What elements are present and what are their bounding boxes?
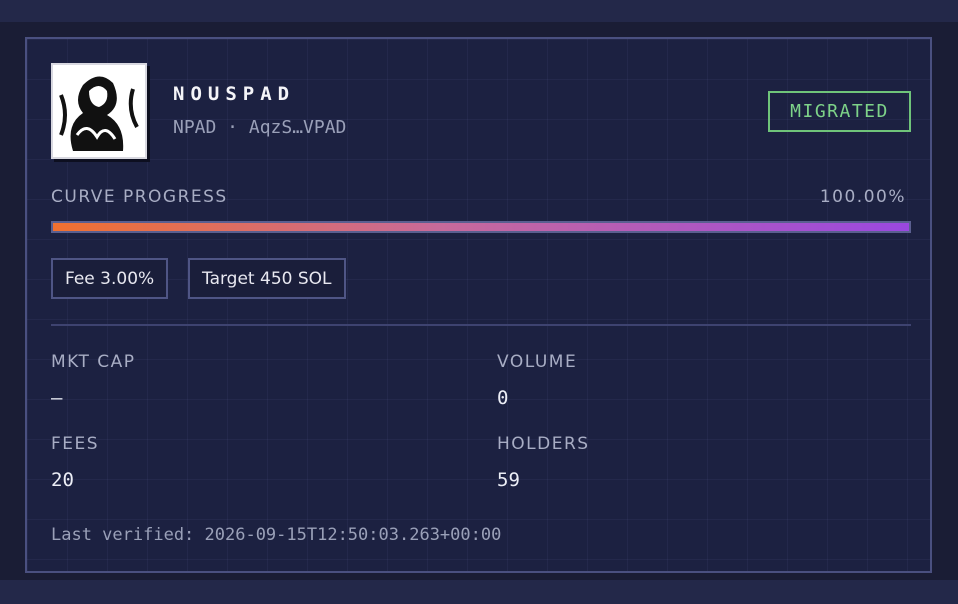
chip: Fee 3.00% bbox=[51, 258, 169, 299]
stat-label: HOLDERS bbox=[497, 434, 590, 454]
stat-value: 20 bbox=[51, 469, 74, 491]
progress-label: CURVE PROGRESS bbox=[51, 187, 228, 207]
progress-fill bbox=[53, 223, 909, 231]
stat-value: — bbox=[51, 387, 63, 409]
stat-label: VOLUME bbox=[497, 352, 578, 372]
token-card: NOUSPAD NPAD · AqzS…VPAD MIGRATED CURVE … bbox=[25, 37, 932, 573]
last-verified: Last verified: 2026-09-15T12:50:03.263+0… bbox=[51, 525, 502, 545]
stat-value: 0 bbox=[497, 387, 509, 409]
status-badge: MIGRATED bbox=[768, 91, 911, 132]
token-name: NOUSPAD bbox=[173, 83, 296, 105]
token-avatar bbox=[51, 63, 147, 159]
stat-label: MKT CAP bbox=[51, 352, 136, 372]
background-art bbox=[0, 0, 958, 22]
stat-value: 59 bbox=[497, 469, 520, 491]
background-art bbox=[0, 580, 958, 604]
divider bbox=[51, 324, 911, 326]
token-subtitle: NPAD · AqzS…VPAD bbox=[173, 117, 347, 138]
progress-value: 100.00% bbox=[819, 187, 906, 207]
chip: Target 450 SOL bbox=[188, 258, 346, 299]
avatar-art bbox=[59, 76, 139, 151]
progress-bar bbox=[51, 221, 911, 233]
stat-label: FEES bbox=[51, 434, 100, 454]
